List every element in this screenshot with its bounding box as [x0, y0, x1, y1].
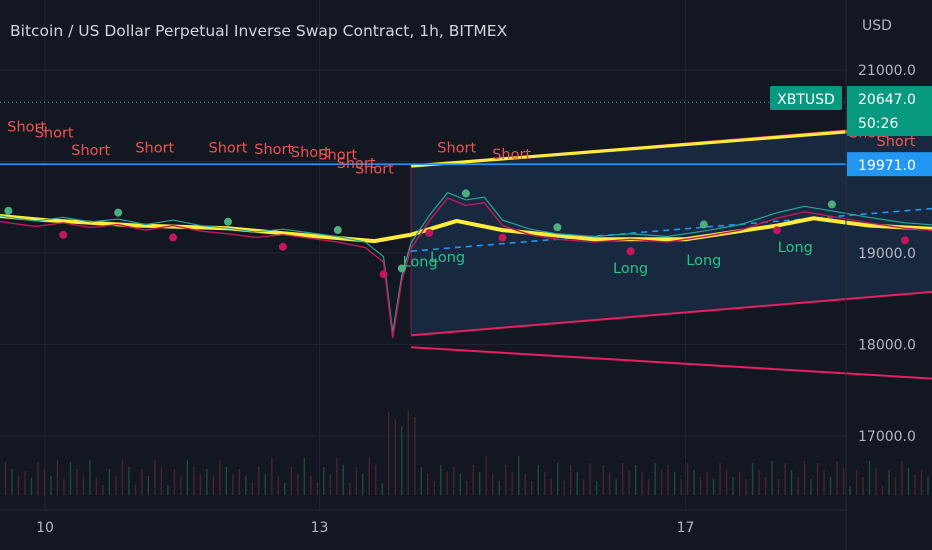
teal-band-line [0, 191, 932, 333]
signal-dot [553, 223, 562, 232]
signal-dot [773, 226, 781, 235]
signal-dot [425, 228, 434, 237]
short-label: Short [135, 140, 174, 156]
yellow-ma-line [0, 214, 932, 244]
channel-fill [411, 123, 932, 336]
signal-dot [278, 242, 287, 251]
short-label: Short [355, 161, 394, 177]
y-tick-label: 17000.0 [858, 429, 916, 445]
last-price-label: 20647.0 [858, 92, 916, 108]
signal-dot [224, 217, 232, 226]
chart-title: Bitcoin / US Dollar Perpetual Inverse Sw… [10, 22, 508, 40]
short-label: Short [337, 156, 376, 172]
signal-dot [461, 189, 470, 198]
currency-label: USD [862, 18, 892, 34]
hline-price-tag [847, 152, 932, 177]
countdown-label: 50:26 [858, 116, 898, 132]
signal-dot [498, 233, 507, 242]
hline-price-label: 19971.0 [858, 158, 916, 174]
long-label: Long [403, 255, 438, 271]
short-label: Short [209, 140, 248, 156]
signal-dot [333, 226, 342, 235]
volume-bars [4, 410, 929, 495]
signal-dot [114, 208, 123, 217]
short-label: Short [437, 140, 476, 156]
y-tick-label: 21000.0 [858, 63, 916, 79]
x-tick-label: 17 [677, 520, 695, 536]
symbol-tag-label: XBTUSD [777, 92, 835, 108]
signal-dot [169, 233, 178, 242]
long-label: Long [778, 240, 813, 256]
signal-dot [827, 200, 836, 209]
arrow-line [410, 346, 932, 380]
channel-lines [0, 101, 932, 380]
last-price-tag [847, 86, 932, 136]
y-tick-label: 19000.0 [858, 246, 916, 262]
short-label: Short [7, 119, 46, 135]
long-label: Long [686, 253, 721, 269]
signal-dot [59, 230, 68, 239]
symbol-tag [770, 86, 842, 110]
signal-dot [4, 206, 13, 215]
long-label: Long [613, 261, 648, 277]
x-tick-label: 13 [311, 520, 329, 536]
x-tick-label: 10 [36, 520, 54, 536]
signal-dot [901, 236, 910, 245]
short-label: Short [71, 143, 110, 159]
short-label: Short [492, 147, 531, 163]
y-tick-label: 18000.0 [858, 338, 916, 354]
channel-lower-line [410, 290, 932, 337]
short-label: Short [318, 148, 357, 164]
short-label: Short [291, 145, 330, 161]
short-label: Short [254, 142, 293, 158]
price-lines [0, 189, 932, 339]
price-line [0, 197, 932, 339]
yellow-trend-line [410, 123, 932, 168]
signal-dot [626, 247, 635, 256]
long-label: Long [430, 250, 465, 266]
short-label: Short [35, 126, 74, 142]
channel-mid-line [410, 207, 932, 252]
signal-dot [397, 264, 406, 273]
short-label: Short [876, 134, 915, 150]
signal-dot [699, 220, 708, 229]
signal-dot [379, 270, 388, 279]
